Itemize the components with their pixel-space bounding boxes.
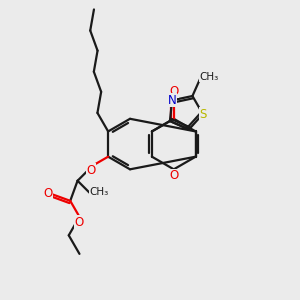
Text: O: O: [87, 164, 96, 177]
Text: CH₃: CH₃: [89, 187, 109, 197]
Text: S: S: [199, 107, 206, 121]
Text: O: O: [169, 169, 178, 182]
Text: O: O: [43, 187, 52, 200]
Text: CH₃: CH₃: [200, 72, 219, 82]
Text: N: N: [168, 94, 176, 107]
Text: O: O: [169, 85, 178, 98]
Text: O: O: [75, 216, 84, 229]
